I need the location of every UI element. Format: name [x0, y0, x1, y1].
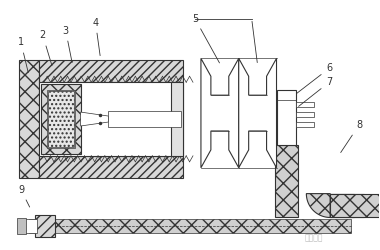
Text: 流控知识: 流控知识	[305, 233, 323, 242]
Text: 2: 2	[40, 30, 52, 66]
Bar	[108, 111, 181, 127]
Bar	[277, 90, 296, 145]
Bar	[47, 220, 351, 234]
Bar	[39, 156, 183, 178]
Bar	[35, 216, 55, 237]
Bar	[41, 84, 81, 154]
Bar	[330, 194, 380, 218]
Polygon shape	[201, 58, 239, 168]
Bar	[330, 194, 354, 218]
Bar	[296, 102, 314, 107]
Text: 3: 3	[63, 26, 72, 63]
Polygon shape	[239, 58, 277, 168]
Bar	[296, 122, 314, 127]
Bar	[47, 90, 74, 148]
Bar	[171, 82, 183, 156]
Bar	[29, 220, 35, 234]
Text: 8: 8	[341, 120, 362, 152]
Bar	[19, 60, 39, 178]
Bar	[48, 91, 74, 147]
Bar	[218, 99, 260, 127]
Text: 1: 1	[18, 38, 28, 72]
Bar	[296, 112, 314, 117]
Bar	[274, 145, 298, 218]
Bar	[39, 82, 183, 156]
Text: 4: 4	[92, 18, 100, 56]
Text: 6: 6	[297, 63, 332, 94]
Bar	[39, 60, 183, 82]
Text: 9: 9	[18, 185, 30, 207]
Bar	[330, 194, 364, 218]
Bar	[17, 218, 26, 234]
Polygon shape	[306, 194, 330, 218]
Text: 7: 7	[299, 77, 332, 106]
Bar	[25, 220, 37, 234]
Text: 5: 5	[192, 14, 220, 63]
Polygon shape	[81, 112, 108, 126]
